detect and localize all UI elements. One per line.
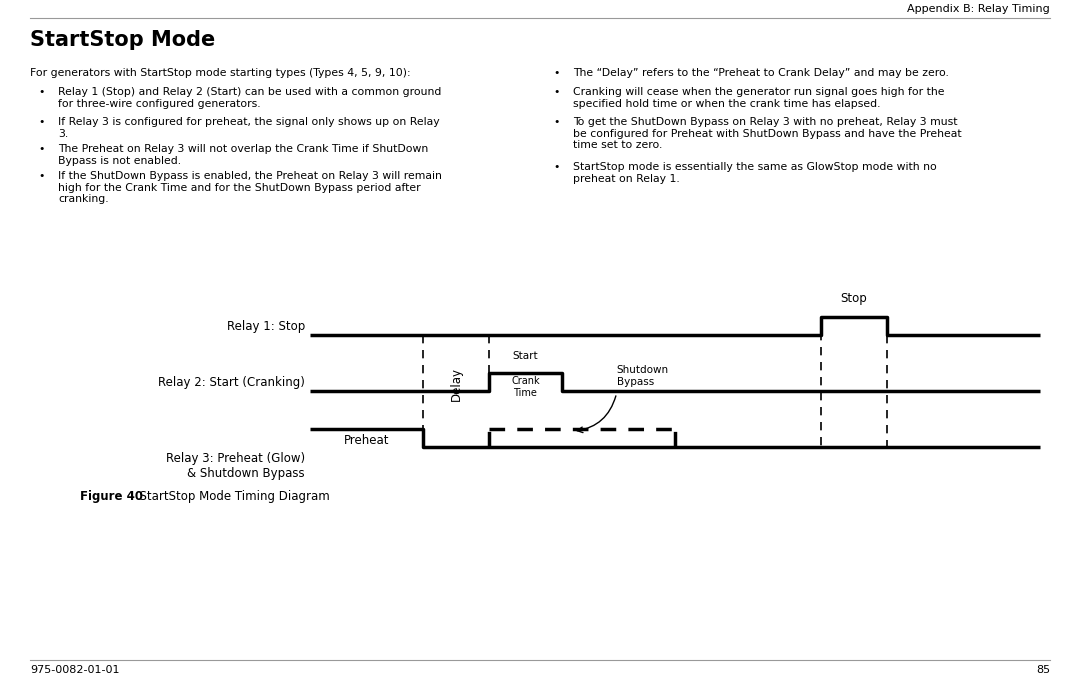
Text: •: • — [38, 117, 44, 127]
Text: The “Delay” refers to the “Preheat to Crank Delay” and may be zero.: The “Delay” refers to the “Preheat to Cr… — [573, 68, 949, 78]
Text: •: • — [553, 162, 559, 172]
Text: Stop: Stop — [840, 292, 867, 305]
Text: Appendix B: Relay Timing: Appendix B: Relay Timing — [907, 4, 1050, 14]
Text: If Relay 3 is configured for preheat, the signal only shows up on Relay
3.: If Relay 3 is configured for preheat, th… — [58, 117, 440, 139]
Text: If the ShutDown Bypass is enabled, the Preheat on Relay 3 will remain
high for t: If the ShutDown Bypass is enabled, the P… — [58, 171, 442, 205]
Text: Crank
Time: Crank Time — [511, 376, 540, 398]
Text: StartStop mode is essentially the same as GlowStop mode with no
preheat on Relay: StartStop mode is essentially the same a… — [573, 162, 936, 184]
Text: For generators with StartStop mode starting types (Types 4, 5, 9, 10):: For generators with StartStop mode start… — [30, 68, 410, 78]
Text: Relay 2: Start (Cranking): Relay 2: Start (Cranking) — [158, 376, 305, 389]
Text: The Preheat on Relay 3 will not overlap the Crank Time if ShutDown
Bypass is not: The Preheat on Relay 3 will not overlap … — [58, 144, 429, 165]
Text: Shutdown
Bypass: Shutdown Bypass — [617, 365, 669, 387]
Text: Preheat: Preheat — [343, 433, 389, 447]
Text: & Shutdown Bypass: & Shutdown Bypass — [187, 467, 305, 480]
Text: •: • — [553, 117, 559, 127]
Text: Start: Start — [513, 351, 538, 361]
Text: Relay 1: Stop: Relay 1: Stop — [227, 320, 305, 333]
Text: 975-0082-01-01: 975-0082-01-01 — [30, 665, 120, 675]
Text: StartStop Mode: StartStop Mode — [30, 30, 215, 50]
Text: Cranking will cease when the generator run signal goes high for the
specified ho: Cranking will cease when the generator r… — [573, 87, 945, 109]
Text: •: • — [38, 171, 44, 181]
Text: To get the ShutDown Bypass on Relay 3 with no preheat, Relay 3 must
be configure: To get the ShutDown Bypass on Relay 3 wi… — [573, 117, 961, 150]
Text: StartStop Mode Timing Diagram: StartStop Mode Timing Diagram — [132, 490, 329, 503]
Text: •: • — [553, 68, 559, 78]
Text: •: • — [38, 144, 44, 154]
Text: Relay 1 (Stop) and Relay 2 (Start) can be used with a common ground
for three-wi: Relay 1 (Stop) and Relay 2 (Start) can b… — [58, 87, 442, 109]
Text: •: • — [553, 87, 559, 97]
Text: •: • — [38, 87, 44, 97]
Text: Figure 40: Figure 40 — [80, 490, 143, 503]
Text: Relay 3: Preheat (Glow): Relay 3: Preheat (Glow) — [166, 452, 305, 465]
Text: 85: 85 — [1036, 665, 1050, 675]
Text: Delay: Delay — [449, 367, 462, 401]
